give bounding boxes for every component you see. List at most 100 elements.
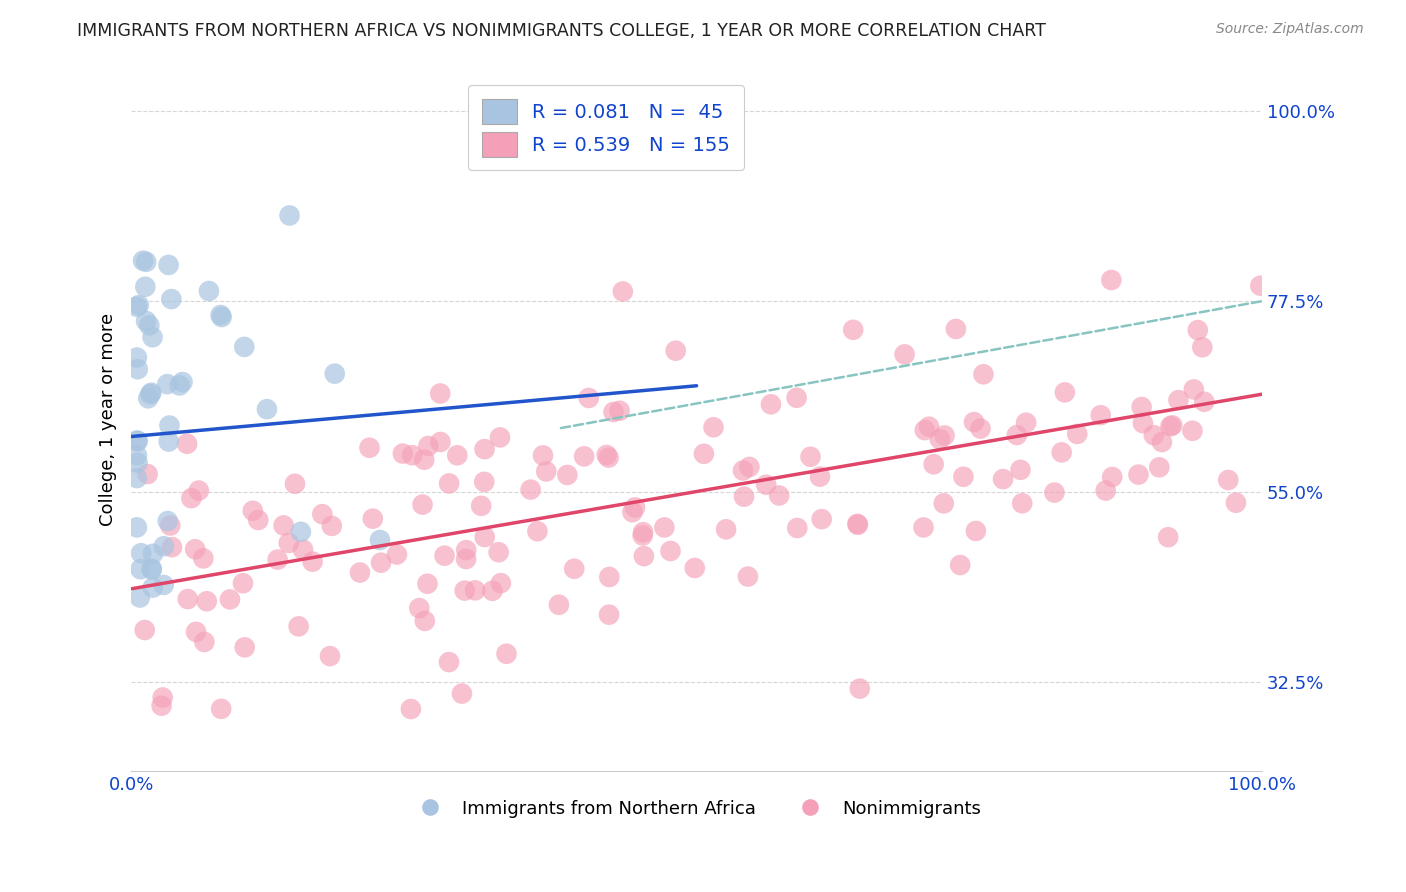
- Point: [991, 472, 1014, 486]
- Point: [125, 520, 148, 534]
- Point: [531, 449, 554, 463]
- Point: [1066, 426, 1088, 441]
- Point: [949, 558, 972, 572]
- Point: [1015, 416, 1038, 430]
- Point: [370, 556, 392, 570]
- Point: [1143, 428, 1166, 442]
- Point: [247, 513, 270, 527]
- Point: [846, 517, 869, 532]
- Point: [799, 450, 821, 464]
- Point: [1194, 394, 1216, 409]
- Point: [922, 458, 945, 472]
- Point: [755, 477, 778, 491]
- Point: [139, 387, 162, 401]
- Point: [624, 500, 647, 515]
- Text: Source: ZipAtlas.com: Source: ZipAtlas.com: [1216, 22, 1364, 37]
- Point: [456, 543, 478, 558]
- Point: [1090, 408, 1112, 422]
- Point: [1099, 273, 1122, 287]
- Point: [932, 496, 955, 510]
- Point: [359, 441, 381, 455]
- Point: [733, 490, 755, 504]
- Point: [125, 300, 148, 314]
- Point: [233, 640, 256, 655]
- Point: [451, 687, 474, 701]
- Point: [759, 397, 782, 411]
- Point: [1167, 393, 1189, 408]
- Point: [472, 475, 495, 489]
- Point: [965, 524, 987, 538]
- Point: [290, 524, 312, 539]
- Point: [278, 209, 301, 223]
- Point: [621, 505, 644, 519]
- Point: [969, 421, 991, 435]
- Point: [127, 362, 149, 376]
- Point: [301, 555, 323, 569]
- Point: [1132, 416, 1154, 430]
- Point: [193, 551, 215, 566]
- Point: [631, 525, 654, 540]
- Point: [211, 310, 233, 324]
- Point: [1182, 383, 1205, 397]
- Point: [125, 434, 148, 448]
- Point: [125, 351, 148, 365]
- Point: [132, 253, 155, 268]
- Point: [232, 576, 254, 591]
- Point: [1225, 496, 1247, 510]
- Point: [1159, 419, 1181, 434]
- Point: [135, 314, 157, 328]
- Point: [169, 378, 191, 392]
- Point: [368, 533, 391, 547]
- Point: [972, 368, 994, 382]
- Point: [808, 469, 831, 483]
- Point: [156, 514, 179, 528]
- Point: [319, 649, 342, 664]
- Point: [184, 624, 207, 639]
- Point: [125, 448, 148, 462]
- Point: [150, 698, 173, 713]
- Point: [256, 402, 278, 417]
- Point: [914, 423, 936, 437]
- Point: [731, 463, 754, 477]
- Point: [786, 521, 808, 535]
- Point: [842, 323, 865, 337]
- Point: [1043, 485, 1066, 500]
- Point: [159, 418, 181, 433]
- Point: [242, 504, 264, 518]
- Point: [963, 415, 986, 429]
- Point: [683, 561, 706, 575]
- Point: [401, 448, 423, 462]
- Point: [209, 702, 232, 716]
- Point: [488, 545, 510, 559]
- Point: [631, 528, 654, 542]
- Point: [598, 450, 620, 465]
- Point: [266, 552, 288, 566]
- Point: [1187, 323, 1209, 337]
- Point: [456, 552, 478, 566]
- Point: [413, 452, 436, 467]
- Point: [489, 576, 512, 591]
- Point: [768, 489, 790, 503]
- Point: [1005, 428, 1028, 442]
- Point: [180, 491, 202, 505]
- Point: [1128, 467, 1150, 482]
- Point: [392, 446, 415, 460]
- Point: [399, 702, 422, 716]
- Point: [385, 548, 408, 562]
- Point: [849, 681, 872, 696]
- Point: [481, 583, 503, 598]
- Point: [233, 340, 256, 354]
- Point: [598, 607, 620, 622]
- Point: [1050, 445, 1073, 459]
- Point: [177, 592, 200, 607]
- Point: [1010, 463, 1032, 477]
- Point: [142, 547, 165, 561]
- Point: [176, 436, 198, 450]
- Point: [138, 318, 160, 333]
- Point: [1094, 483, 1116, 498]
- Point: [193, 635, 215, 649]
- Point: [893, 347, 915, 361]
- Point: [446, 448, 468, 462]
- Point: [160, 292, 183, 306]
- Point: [195, 594, 218, 608]
